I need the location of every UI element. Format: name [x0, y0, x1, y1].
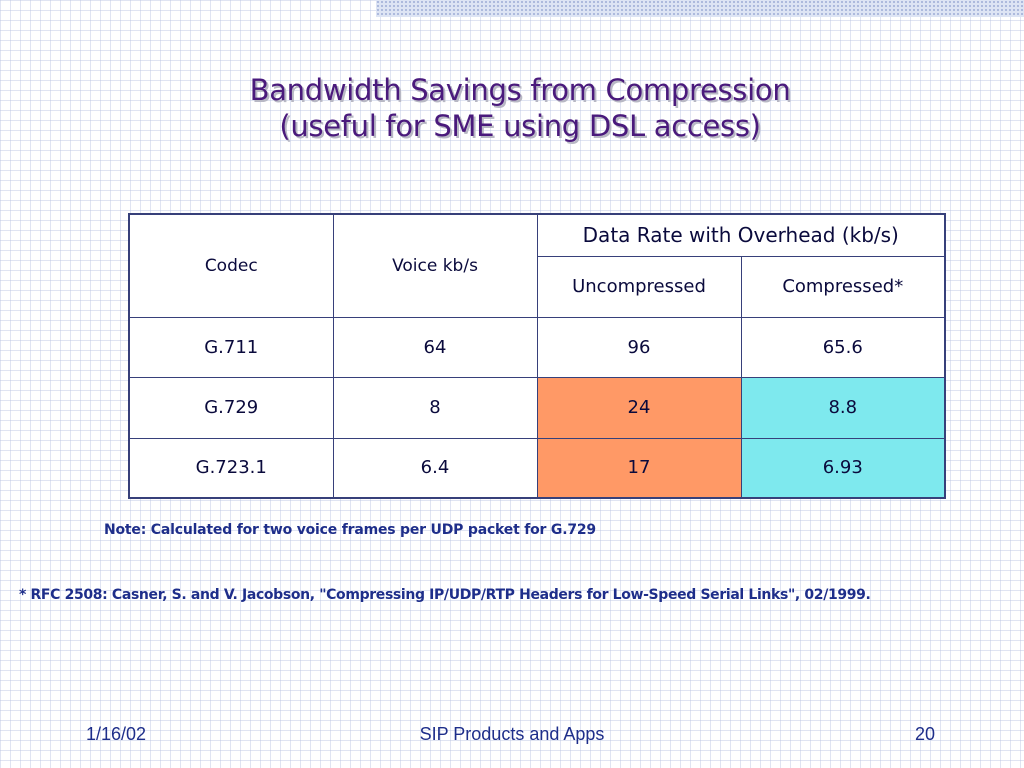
cell-uncompressed: 96 [536, 316, 742, 378]
slide-title-line-1: Bandwidth Savings from Compression [249, 73, 791, 107]
footer-presentation-title: SIP Products and Apps [419, 724, 605, 744]
cell-codec: G.729 [128, 376, 334, 439]
table-row: G.711 64 96 65.6 [128, 316, 946, 378]
cell-codec: G.723.1 [128, 437, 334, 499]
slide-title: Bandwidth Savings from Compression (usef… [0, 72, 1024, 144]
header-uncompressed: Uncompressed [536, 255, 742, 318]
table-row: G.723.1 6.4 17 6.93 [128, 437, 946, 499]
header-compressed: Compressed* [740, 255, 946, 318]
rfc-reference: * RFC 2508: Casner, S. and V. Jacobson, … [19, 587, 871, 603]
cell-voice: 8 [332, 376, 538, 439]
cell-compressed: 65.6 [740, 316, 946, 378]
table-row: G.729 8 24 8.8 [128, 376, 946, 439]
calculation-note: Note: Calculated for two voice frames pe… [104, 522, 596, 538]
top-decorative-band [376, 0, 1024, 17]
header-voice-kbs: Voice kb/s [332, 213, 538, 318]
cell-compressed-highlighted: 6.93 [740, 437, 946, 499]
cell-compressed-highlighted: 8.8 [740, 376, 946, 439]
cell-uncompressed-highlighted: 24 [536, 376, 742, 439]
footer-page-number: 20 [915, 724, 936, 744]
cell-voice: 64 [332, 316, 538, 378]
bandwidth-table: Codec Voice kb/s Data Rate with Overhead… [128, 213, 947, 499]
header-codec: Codec [128, 213, 334, 318]
footer-date: 1/16/02 [86, 724, 147, 744]
cell-uncompressed-highlighted: 17 [536, 437, 742, 499]
slide-title-line-2: (useful for SME using DSL access) [279, 109, 761, 143]
cell-codec: G.711 [128, 316, 334, 378]
cell-voice: 6.4 [332, 437, 538, 499]
header-data-rate-group: Data Rate with Overhead (kb/s) [536, 213, 946, 257]
